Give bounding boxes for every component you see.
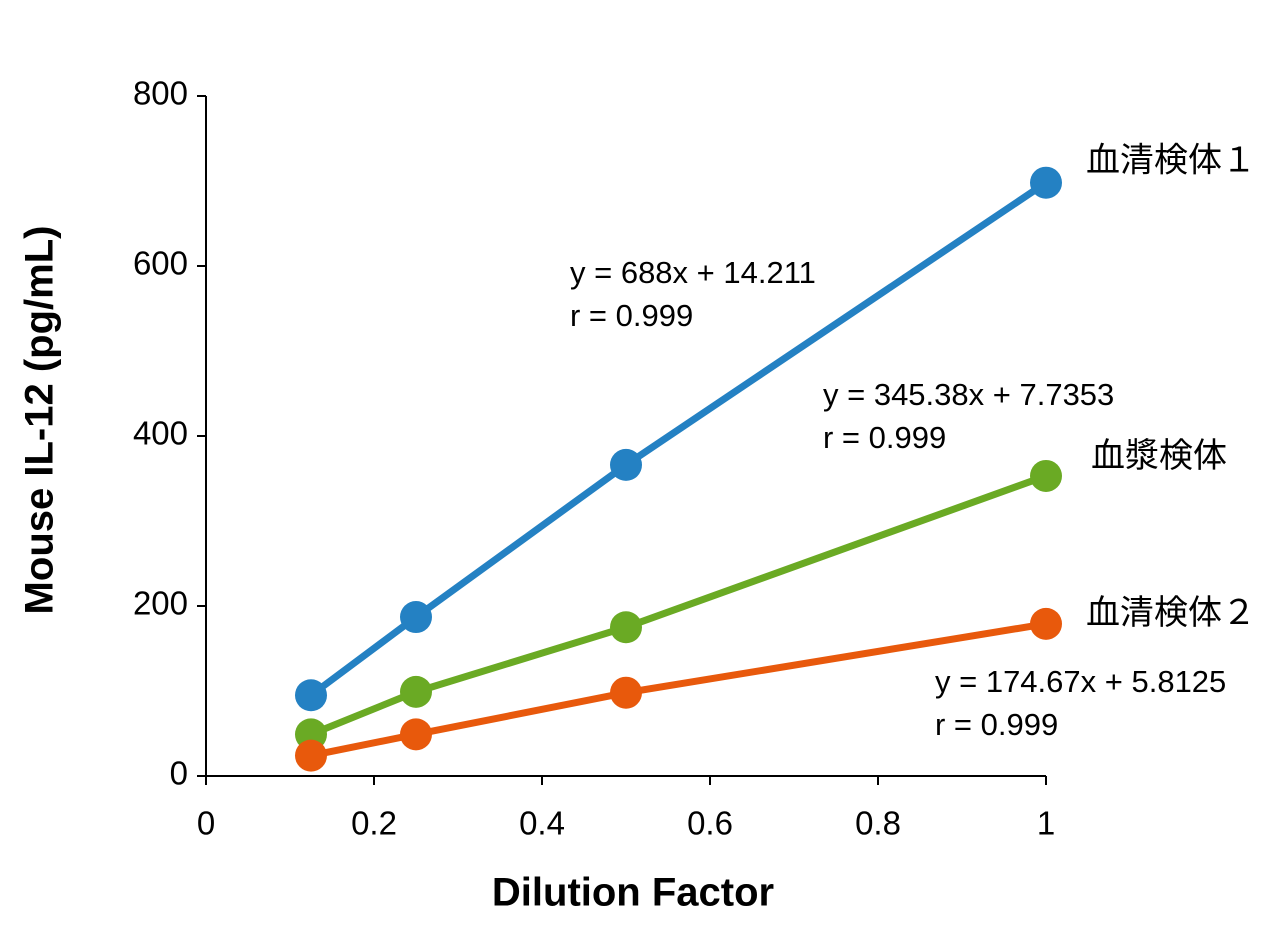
x-tick-label: 0.8 — [855, 805, 901, 842]
data-point — [400, 601, 432, 634]
series-line — [309, 472, 1048, 738]
data-point — [400, 718, 432, 751]
y-axis-title: Mouse IL-12 (pg/mL) — [18, 226, 62, 615]
data-point — [1030, 166, 1062, 199]
x-tick-label: 0.2 — [351, 805, 397, 842]
correlation: r = 0.999 — [570, 298, 693, 333]
y-tick-label: 400 — [133, 415, 188, 452]
equation: y = 688x + 14.211 — [570, 255, 816, 290]
data-point — [295, 679, 327, 712]
x-axis-title: Dilution Factor — [492, 871, 774, 915]
x-tick-label: 0.4 — [519, 805, 565, 842]
data-point — [1030, 607, 1062, 640]
x-tick-label: 0 — [197, 805, 215, 842]
correlation: r = 0.999 — [823, 420, 946, 455]
data-point — [1030, 459, 1062, 492]
x-tick-label: 0.6 — [687, 805, 733, 842]
data-point — [400, 675, 432, 708]
y-tick-label: 800 — [133, 75, 188, 112]
equation: y = 174.67x + 5.8125 — [935, 664, 1226, 699]
data-point — [295, 739, 327, 772]
series-line — [308, 179, 1048, 699]
series-line — [310, 620, 1047, 760]
y-tick-label: 600 — [133, 245, 188, 282]
series-label: 血漿検体 — [1091, 437, 1227, 475]
correlation: r = 0.999 — [935, 707, 1058, 742]
data-point — [610, 611, 642, 644]
y-tick-label: 200 — [133, 585, 188, 622]
equation: y = 345.38x + 7.7353 — [823, 377, 1114, 412]
y-tick-label: 0 — [170, 755, 188, 792]
data-point — [610, 676, 642, 709]
x-tick-label: 1 — [1037, 805, 1055, 842]
series-label: 血清検体１ — [1086, 142, 1256, 180]
data-point — [610, 448, 642, 481]
series-label: 血清検体２ — [1086, 594, 1256, 632]
